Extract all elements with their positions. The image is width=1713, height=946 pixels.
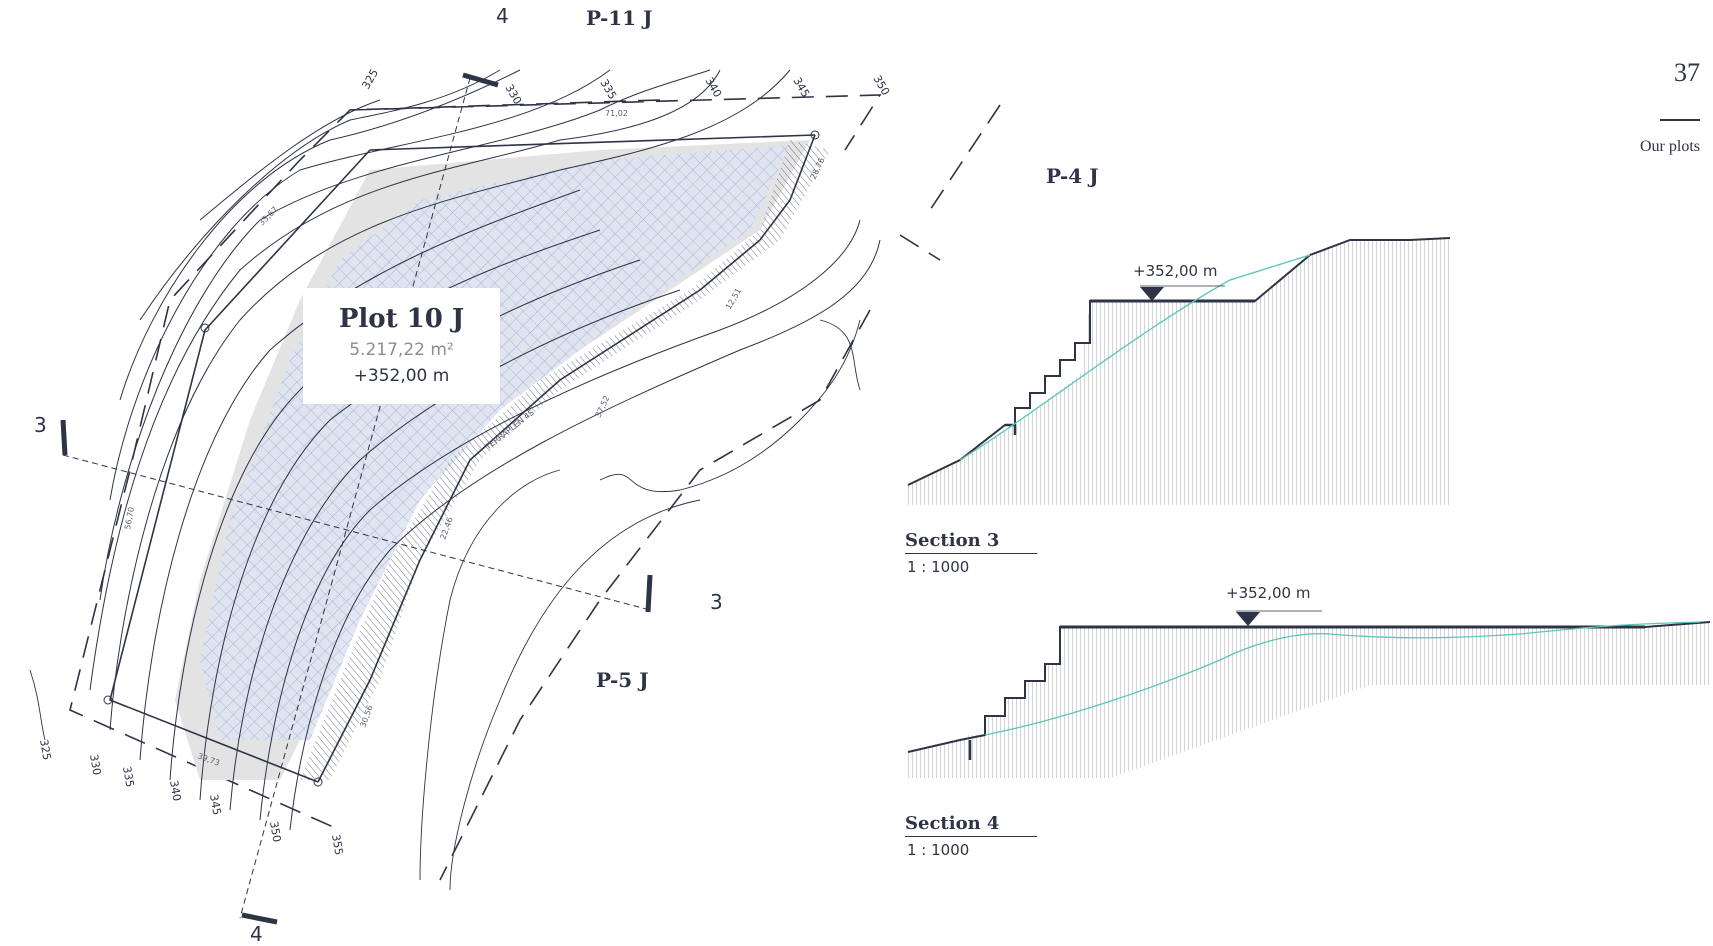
- svg-text:325: 325: [359, 67, 381, 92]
- svg-text:345: 345: [790, 75, 812, 100]
- page-rule: [1660, 119, 1700, 121]
- section-3-scale: 1 : 1000: [907, 558, 970, 576]
- plot-area: 5.217,22 m²: [349, 340, 454, 360]
- cut-marker-4-top: 4: [496, 4, 509, 28]
- svg-text:340: 340: [167, 779, 183, 802]
- svg-text:56,70: 56,70: [123, 506, 136, 530]
- plot-level: +352,00 m: [353, 366, 450, 386]
- slope-hatch: [300, 140, 830, 780]
- cut-marker-3-right: 3: [710, 590, 723, 614]
- svg-text:345: 345: [207, 793, 223, 816]
- contour-lines: [89, 69, 881, 831]
- svg-text:335: 335: [120, 765, 136, 788]
- section-3-cut-line: [62, 454, 651, 611]
- svg-text:350: 350: [870, 73, 892, 98]
- svg-text:325: 325: [37, 738, 53, 761]
- svg-text:35,67: 35,67: [257, 205, 280, 228]
- svg-text:37,52: 37,52: [594, 394, 612, 419]
- svg-text:350: 350: [267, 820, 283, 843]
- section-3-rule: [905, 553, 1037, 554]
- cut-marker-4-bottom: 4: [250, 922, 263, 946]
- neighbor-plot-south: P-5 J: [596, 668, 649, 692]
- section-3-title: Section 3: [905, 530, 1000, 551]
- section-4-level: +352,00 m: [1226, 584, 1311, 602]
- plot-boundary-dashed: [69, 94, 882, 831]
- neighbor-plot-north: P-11 J: [586, 6, 653, 30]
- section-4-profile: [907, 610, 1711, 778]
- section-3-profile: [907, 237, 1451, 505]
- page-section-title: Our plots: [1640, 138, 1700, 155]
- neighbor-plot-east: P-4 J: [1046, 164, 1099, 188]
- svg-text:12,51: 12,51: [724, 287, 743, 311]
- plot-info-card: Plot 10 J 5.217,22 m² +352,00 m: [303, 288, 500, 404]
- section-4-scale: 1 : 1000: [907, 841, 970, 859]
- section-4-rule: [905, 836, 1037, 837]
- svg-text:71,02: 71,02: [605, 109, 628, 118]
- section-4-cut-line: [239, 77, 471, 919]
- svg-text:335: 335: [597, 77, 619, 102]
- section-4-title: Section 4: [905, 813, 1000, 834]
- svg-text:330: 330: [87, 753, 103, 776]
- cut-marker-3-left: 3: [34, 413, 47, 437]
- svg-text:340: 340: [702, 75, 724, 100]
- page-number: 37: [1674, 58, 1700, 87]
- section-3-level: +352,00 m: [1133, 262, 1218, 280]
- svg-text:355: 355: [329, 833, 345, 856]
- plot-outline: [109, 134, 816, 783]
- svg-text:330: 330: [502, 82, 524, 107]
- plot-title: Plot 10 J: [338, 304, 465, 334]
